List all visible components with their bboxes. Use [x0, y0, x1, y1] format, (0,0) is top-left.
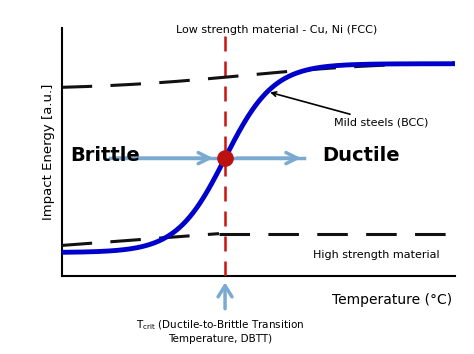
- Text: Low strength material - Cu, Ni (FCC): Low strength material - Cu, Ni (FCC): [176, 25, 377, 35]
- Text: Ductile: Ductile: [322, 146, 400, 165]
- Text: Mild steels (BCC): Mild steels (BCC): [272, 92, 428, 128]
- Y-axis label: Impact Energy [a.u.]: Impact Energy [a.u.]: [42, 84, 55, 221]
- Text: High strength material: High strength material: [313, 250, 440, 260]
- Text: Brittle: Brittle: [71, 146, 140, 165]
- Text: Temperature (°C): Temperature (°C): [332, 293, 452, 307]
- Text: $\mathregular{T_{crit}}$ (Ductile-to-Brittle Transition
Temperature, DBTT): $\mathregular{T_{crit}}$ (Ductile-to-Bri…: [136, 319, 304, 344]
